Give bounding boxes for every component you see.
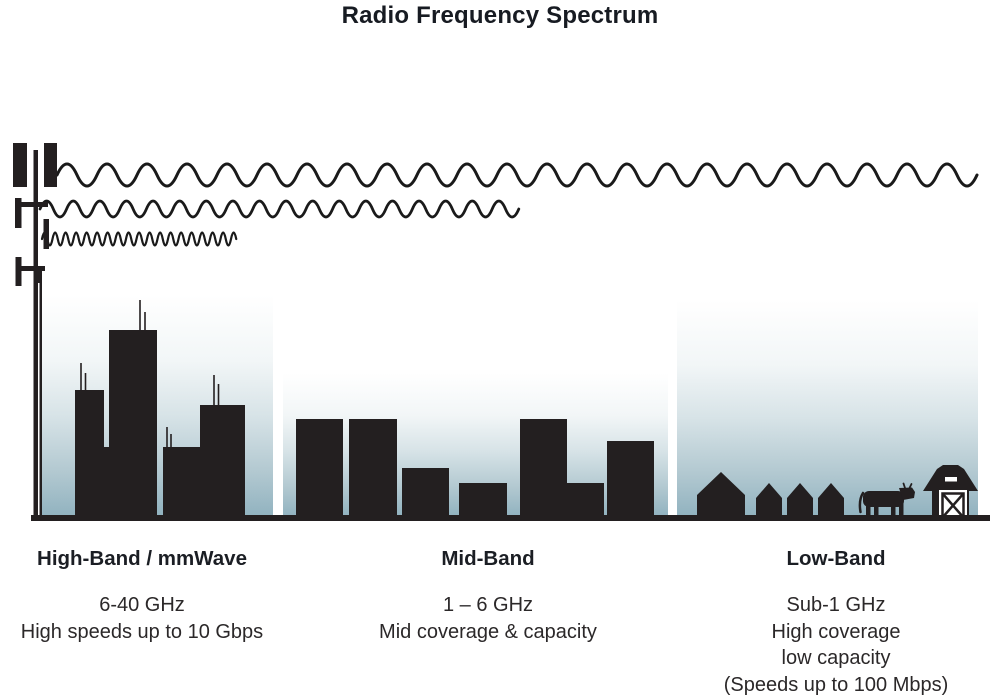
band-desc-low-3: (Speeds up to 100 Mbps): [723, 673, 949, 696]
page-title: Radio Frequency Spectrum: [341, 2, 659, 29]
barn-icon: [923, 465, 978, 519]
village-houses-icon: [697, 472, 844, 520]
band-label-mid: Mid-Band 1 – 6 GHz Mid coverage & capaci…: [338, 547, 638, 645]
cell-tower-icon: [13, 143, 57, 520]
band-label-high: High-Band / mmWave 6-40 GHz High speeds …: [0, 547, 284, 645]
band-desc-mid: Mid coverage & capacity: [379, 620, 597, 643]
band-desc-low-1: High coverage: [771, 620, 901, 643]
band-freq-mid: 1 – 6 GHz: [442, 594, 534, 616]
band-freq-high: 6-40 GHz: [99, 594, 185, 616]
band-heading-high: High-Band / mmWave: [37, 547, 247, 570]
town-buildings-icon: [296, 419, 654, 520]
radio-wave-long-icon: [55, 162, 979, 188]
radio-wave-short-icon: [40, 231, 238, 247]
band-freq-low: Sub-1 GHz: [786, 594, 886, 616]
band-desc-low-2: low capacity: [781, 647, 891, 669]
radio-wave-medium-icon: [38, 199, 521, 219]
band-heading-mid: Mid-Band: [441, 547, 535, 570]
cow-icon: [858, 482, 915, 519]
city-skyscrapers-icon: [75, 300, 245, 520]
building-antennas: [80, 300, 220, 448]
band-label-low: Low-Band Sub-1 GHz High coverage low cap…: [686, 547, 986, 698]
ground-line: [31, 515, 990, 521]
band-desc-high: High speeds up to 10 Gbps: [20, 620, 264, 643]
radio-waves: [38, 162, 979, 247]
band-heading-low: Low-Band: [786, 547, 886, 570]
